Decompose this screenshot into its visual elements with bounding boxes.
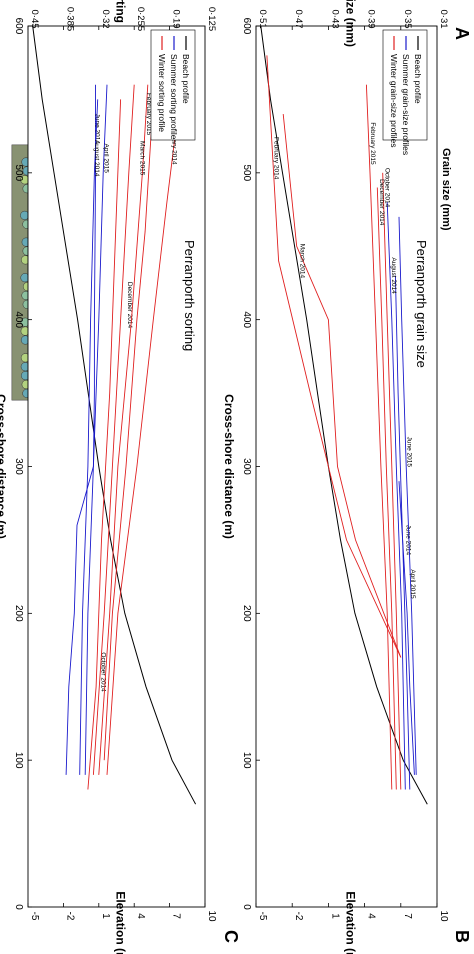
series-line [376,187,397,790]
x-tick-label: 600 [241,18,252,35]
y-tick-label: -2 [293,912,304,921]
series-label: June 2014 [404,525,411,556]
y2-tick-label: 0·31 [438,9,449,28]
y2-tick-label: 0·32 [100,9,111,28]
y-tick-label: 4 [135,913,146,919]
chart-legend-label: Summer grain-size profiles [401,54,411,155]
series-label: February 2015 [145,93,152,136]
chart-legend-label: Summer sorting profile [169,54,179,140]
series-line [103,84,155,761]
series-label: June 2014 [93,114,100,145]
chart-legend-label: Beach profile [413,54,423,104]
grain-size-chart: 0 100 200 300 400 500 600 -5 -2 1 4 7 10 0·51 0·47 0·43… [222,0,449,954]
series-line [87,99,122,790]
y2-tick-label: 0·47 [293,9,304,28]
map-legend-title: Grain size (mm) [440,148,452,231]
plot-frame [27,25,206,908]
y2-tick-label: 0·385 [64,7,75,31]
x-tick-label: 200 [13,605,24,622]
y2-tick-label: 0·43 [329,9,340,28]
x-tick-label: 0 [241,904,252,910]
plot-frame [255,25,438,908]
y2-tick-label: 0·125 [206,7,217,31]
series-label: June 2015 [405,437,412,468]
series-line [79,99,99,775]
y-tick-label: 7 [171,913,182,919]
x-tick-label: 200 [241,605,252,622]
sorting-chart: 0 100 200 300 400 500 600 -5 -2 1 4 7 10 0·45 0·385 0·3… [0,0,217,954]
series-line [398,216,417,775]
chart-legend-label: Winter sorting profile [157,54,167,132]
chart-title: Perranporth sorting [182,240,197,351]
y2-tick-label: 0·51 [257,9,268,28]
series-line [98,84,149,775]
x-axis-label: Cross-shore distance (m) [0,394,8,539]
x-axis-label: Cross-shore distance (m) [222,394,236,539]
y-tick-label: 10 [438,910,449,922]
y-tick-label: -5 [257,912,268,921]
series-label: February 2015 [369,122,376,165]
y-axis-label: Elevation (m) [344,891,358,954]
y-tick-label: -5 [29,912,40,921]
y-tick-label: -2 [64,912,75,921]
series-label: February 2014 [272,137,279,180]
panel-b-label: B [452,930,472,943]
panel-a-label: A [452,27,472,40]
series-line [84,84,108,775]
series-line [365,84,393,790]
x-tick-label: 0 [13,904,24,910]
y-tick-label: 4 [366,913,377,919]
series-line [106,114,179,775]
x-tick-label: 400 [241,311,252,328]
series-label: March 2014 [299,244,306,279]
series-label: August 2014 [390,257,397,294]
chart-legend [382,29,428,141]
x-tick-label: 100 [241,752,252,769]
y-axis-label: Elevation (m) [114,891,128,954]
series-label: February 2014 [171,122,178,165]
chart-title: Perranporth grain size [414,240,429,368]
y2-axis-label: Grain size (mm) [344,0,358,47]
x-tick-label: 100 [13,752,24,769]
series-label: December 2014 [378,179,385,226]
series-label: October 2014 [99,652,106,692]
series-label: April 2015 [103,144,110,174]
y-tick-label: 7 [402,913,413,919]
chart-legend-label: Beach profile [181,54,191,104]
y-tick-label: 1 [100,913,111,919]
panel-b: B 0 100 200 300 400 500 600 -5 -2 1 4 7 10 0·51 0·47 0·… [222,0,472,954]
chart-legend-label: Winter grain-size profiles [389,54,399,148]
series-line [65,84,96,775]
series-line [386,202,406,790]
x-tick-label: 500 [241,164,252,181]
series-line [266,55,402,658]
y2-tick-label: 0·39 [366,9,377,28]
y2-tick-label: 0·255 [135,7,146,31]
panel-c-label: C [221,930,241,943]
series-label: March 2015 [139,141,146,176]
y2-tick-label: 0·19 [171,9,182,28]
y2-tick-label: 0·35 [402,9,413,28]
series-line [382,172,402,790]
x-tick-label: 300 [13,458,24,475]
series-label: December 2014 [126,282,133,329]
x-tick-label: 600 [13,18,24,35]
y-tick-label: 10 [206,910,217,922]
x-tick-label: 300 [241,458,252,475]
series-label: August 2014 [93,140,100,177]
y-tick-label: 1 [329,913,340,919]
chart-legend [150,29,196,141]
x-tick-label: 500 [13,164,24,181]
series-label: April 2015 [409,569,416,599]
beach-profile-line [260,25,428,805]
series-label: October 2014 [384,168,391,208]
y2-tick-label: 0·45 [29,9,40,28]
series-line [398,481,415,775]
series-line [282,114,402,658]
series-line [92,84,135,775]
x-tick-label: 400 [13,311,24,328]
y2-axis-label: Sorting [114,0,128,23]
